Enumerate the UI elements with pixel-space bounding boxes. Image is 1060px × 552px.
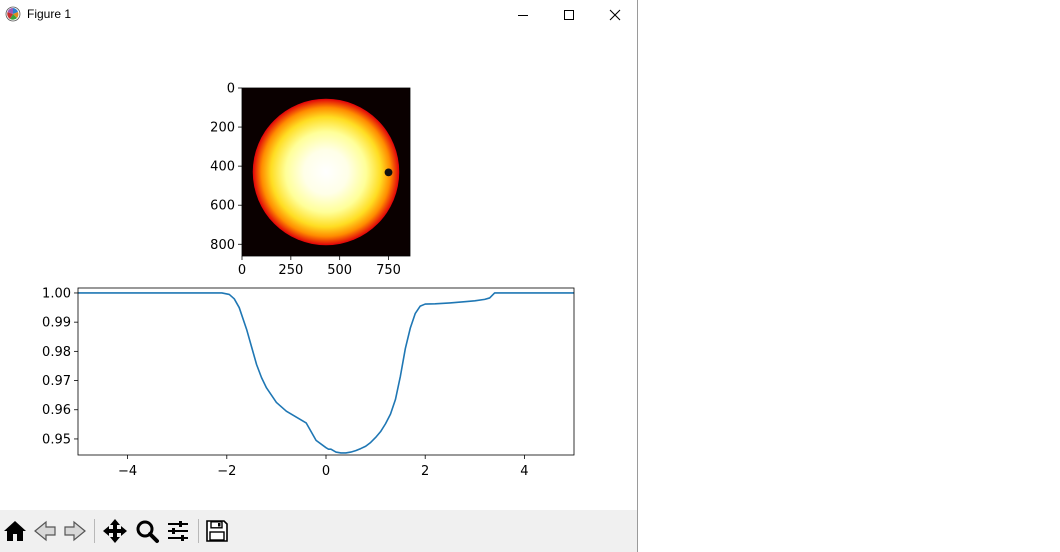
maximize-button[interactable] bbox=[546, 0, 592, 30]
home-icon bbox=[4, 521, 26, 541]
home-button[interactable] bbox=[0, 516, 30, 546]
xtick-label: 0 bbox=[322, 464, 330, 479]
back-button[interactable] bbox=[30, 516, 60, 546]
minimize-button[interactable] bbox=[500, 0, 546, 30]
navigation-toolbar bbox=[0, 510, 637, 552]
lightcurve-line bbox=[78, 292, 574, 454]
floppy-disk-icon bbox=[206, 520, 228, 542]
image-xtick-label: 500 bbox=[327, 263, 352, 278]
image-frame bbox=[241, 87, 411, 257]
image-ytick-label: 400 bbox=[210, 160, 235, 175]
xtick-label: −4 bbox=[118, 464, 137, 479]
image-xtick-label: 750 bbox=[376, 263, 401, 278]
ytick-label: 0.95 bbox=[42, 432, 71, 447]
configure-subplots-button[interactable] bbox=[163, 516, 193, 546]
matplotlib-logo-icon bbox=[5, 6, 21, 22]
image-xtick-label: 0 bbox=[238, 263, 246, 278]
image-ytick-label: 200 bbox=[210, 121, 235, 136]
forward-arrow-icon bbox=[64, 520, 86, 542]
ytick-label: 0.98 bbox=[42, 345, 71, 360]
toolbar-separator bbox=[198, 519, 199, 543]
back-arrow-icon bbox=[34, 520, 56, 542]
toolbar-separator bbox=[94, 519, 95, 543]
figure-window: Figure 1 0 250 500 750 0 200 400 600 800 −4 −2 0 2 4… bbox=[0, 0, 638, 552]
ytick-label: 1.00 bbox=[42, 286, 71, 301]
ytick-label: 0.96 bbox=[42, 403, 71, 418]
close-button[interactable] bbox=[592, 0, 638, 30]
minimize-icon bbox=[518, 15, 528, 16]
xtick-label: 2 bbox=[421, 464, 429, 479]
maximize-icon bbox=[564, 10, 574, 20]
xtick-label: −2 bbox=[217, 464, 236, 479]
image-ytick-label: 800 bbox=[210, 238, 235, 253]
xtick-label: 4 bbox=[520, 464, 528, 479]
sliders-icon bbox=[168, 521, 188, 541]
plot-area bbox=[78, 288, 574, 455]
image-axes: 0 250 500 750 0 200 400 600 800 bbox=[210, 82, 411, 278]
magnifier-icon bbox=[136, 520, 159, 543]
planet-shadow bbox=[384, 168, 393, 177]
title-bar[interactable]: Figure 1 bbox=[0, 0, 637, 30]
pan-button[interactable] bbox=[100, 516, 130, 546]
window-title: Figure 1 bbox=[27, 7, 72, 21]
save-button[interactable] bbox=[202, 516, 232, 546]
image-ytick-label: 0 bbox=[227, 82, 235, 97]
image-xtick-label: 250 bbox=[278, 263, 303, 278]
lightcurve-axes: −4 −2 0 2 4 0.95 0.96 0.97 0.98 0.99 1.00 bbox=[42, 286, 575, 479]
ytick-label: 0.99 bbox=[42, 316, 71, 331]
forward-button[interactable] bbox=[60, 516, 90, 546]
close-icon bbox=[609, 9, 621, 21]
figure-canvas[interactable]: 0 250 500 750 0 200 400 600 800 −4 −2 0 2 4 0.95 0.96 0… bbox=[0, 30, 637, 510]
image-ytick-label: 600 bbox=[210, 199, 235, 214]
zoom-button[interactable] bbox=[132, 516, 162, 546]
move-icon bbox=[103, 519, 127, 543]
star-disk bbox=[252, 98, 400, 246]
ytick-label: 0.97 bbox=[42, 374, 71, 389]
